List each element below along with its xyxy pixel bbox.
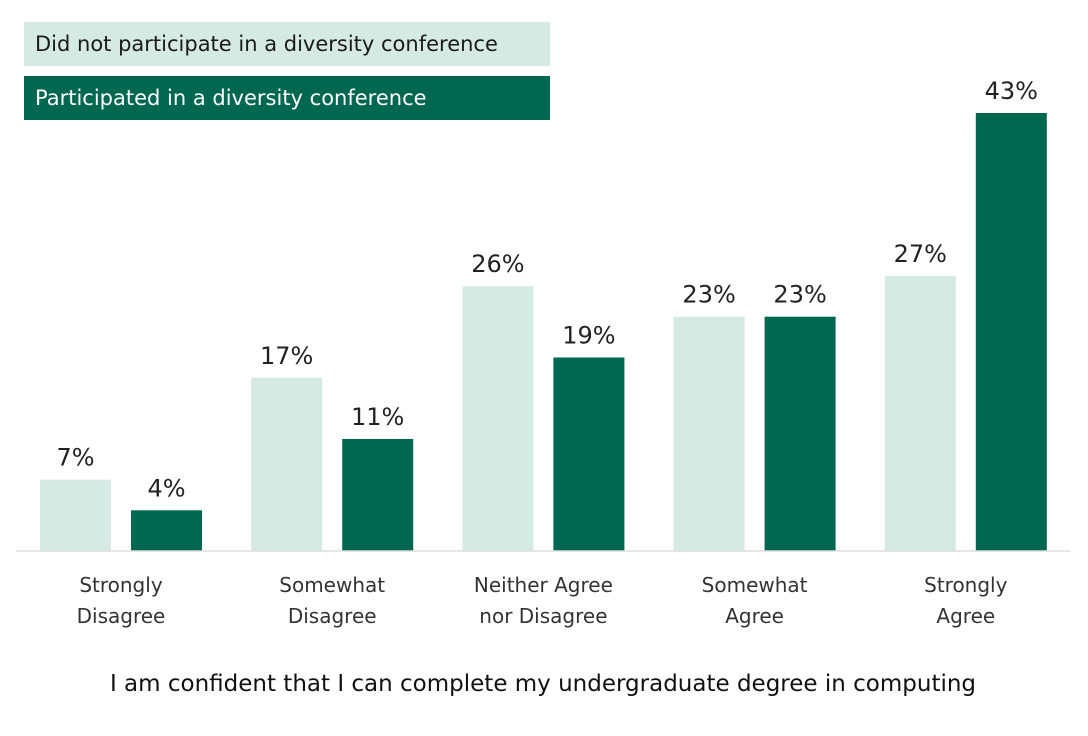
data-label-series-1-cat-1: 11%	[351, 403, 404, 431]
data-label-series-0-cat-4: 27%	[894, 240, 947, 268]
category-labels-group: Strongly Disagree Somewhat Disagree Neither …	[77, 573, 1008, 628]
category-label-2-line-1: nor Disagree	[479, 604, 607, 628]
bar-series-0-cat-2	[462, 286, 534, 551]
category-label-0-line-0: Strongly	[79, 573, 162, 597]
category-label-2-line-0: Neither Agree	[474, 573, 613, 597]
category-label-3-line-1: Agree	[725, 604, 784, 628]
category-label-4-line-1: Agree	[936, 604, 995, 628]
data-label-series-0-cat-0: 7%	[56, 444, 94, 472]
bar-series-1-cat-0	[131, 510, 202, 551]
data-label-series-0-cat-2: 26%	[471, 250, 524, 278]
legend-item-participated: Participated in a diversity conference	[24, 76, 550, 120]
category-label-1-line-0: Somewhat	[279, 573, 385, 597]
bar-series-0-cat-0	[40, 479, 111, 551]
bar-series-1-cat-2	[553, 357, 625, 551]
bar-series-0-cat-3	[673, 316, 745, 551]
category-label-3-line-0: Somewhat	[702, 573, 808, 597]
data-label-series-1-cat-3: 23%	[773, 281, 826, 309]
data-label-series-1-cat-0: 4%	[147, 474, 185, 502]
data-label-series-1-cat-4: 43%	[985, 77, 1038, 105]
bar-series-0-cat-4	[884, 276, 956, 551]
bar-series-1-cat-1	[342, 439, 414, 551]
bar-series-1-cat-3	[764, 316, 836, 551]
bar-series-0-cat-1	[251, 377, 323, 551]
value-labels-group: 7% 4% 17% 11% 26% 19% 23% 23% 27% 43%	[56, 77, 1038, 502]
category-label-1-line-1: Disagree	[288, 604, 377, 628]
data-label-series-0-cat-3: 23%	[682, 281, 735, 309]
data-label-series-1-cat-2: 19%	[562, 322, 615, 350]
x-axis-title: I am confident that I can complete my un…	[110, 671, 976, 697]
bar-series-1-cat-4	[975, 113, 1047, 551]
bars-group	[40, 113, 1047, 551]
category-label-0-line-1: Disagree	[77, 604, 166, 628]
data-label-series-0-cat-1: 17%	[260, 342, 313, 370]
category-label-4-line-0: Strongly	[924, 573, 1007, 597]
legend-item-did-not-participate: Did not participate in a diversity confe…	[24, 22, 550, 66]
